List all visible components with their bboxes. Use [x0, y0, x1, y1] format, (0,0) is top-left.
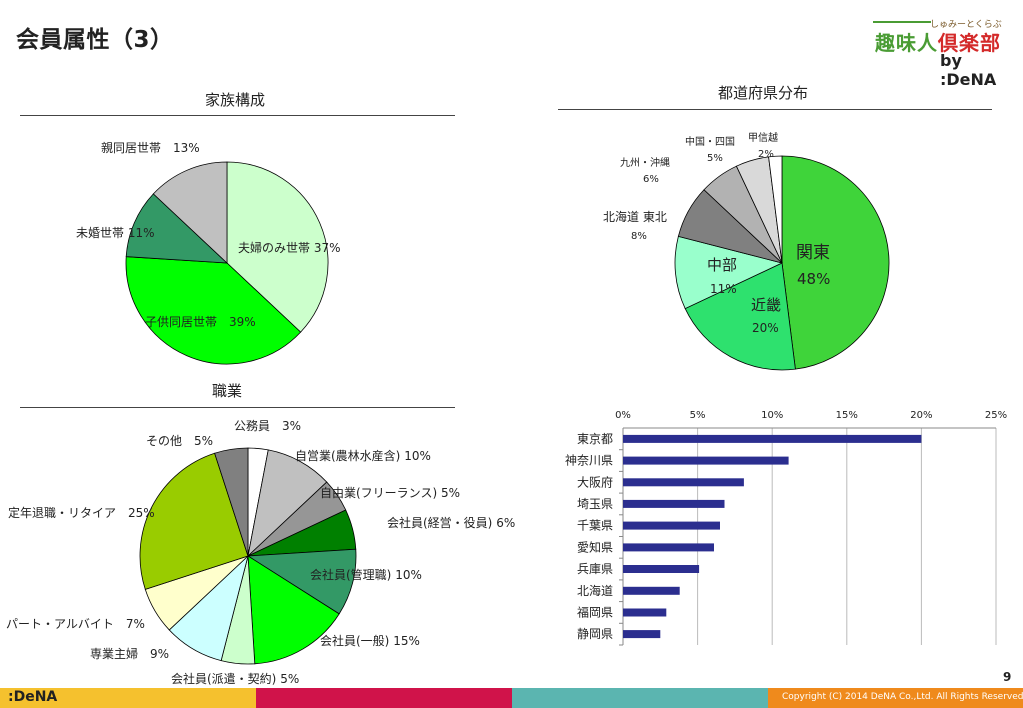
bar-xtick-label-2: 10% [761, 410, 783, 421]
occ-label-freelance: 自由業(フリーランス) 5% [320, 486, 460, 500]
bar-xtick-label-3: 15% [836, 410, 858, 421]
bar-7 [623, 586, 680, 595]
pref-label-hokkaido: 北海道 東北 [603, 210, 667, 224]
bar-9 [623, 630, 661, 639]
pref-label-kanto: 関東 [796, 243, 830, 263]
page-title: 会員属性（3） [16, 27, 174, 53]
pref-label-kinki: 近畿 [751, 296, 782, 314]
footer-band-teal [512, 688, 768, 708]
prefecture-pie-slice-1 [684, 262, 796, 371]
bar-category-label-5: 愛知県 [577, 540, 613, 554]
family-label-parent-cohab: 親同居世帯 13% [101, 141, 200, 155]
bar-category-label-6: 兵庫県 [577, 562, 613, 576]
bar-category-label-4: 千葉県 [577, 519, 613, 533]
family-chart-title: 家族構成 [205, 91, 266, 109]
bar-0 [623, 434, 922, 443]
bar-category-label-1: 神奈川県 [565, 454, 613, 468]
bar-xtick-label-1: 5% [690, 410, 706, 421]
occupation-pie-slice-9 [139, 452, 249, 590]
occ-label-part-time: パート・アルバイト 7% [6, 617, 145, 631]
bar-category-label-7: 北海道 [577, 583, 613, 598]
bar-xtick-label-0: 0% [615, 410, 631, 421]
bar-4 [623, 521, 720, 530]
bar-5 [623, 543, 714, 552]
bar-category-label-2: 大阪府 [577, 474, 613, 489]
page-number: 9 [1003, 670, 1012, 684]
family-label-with-children: 子供同居世帯 39% [145, 315, 256, 329]
bar-xtick-label-5: 25% [985, 410, 1007, 421]
pref-label-chubu: 中部 [707, 256, 738, 274]
family-title-rule [20, 115, 455, 116]
logo-by-dena: by :DeNA [940, 51, 997, 89]
occ-label-dispatch: 会社員(派遣・契約) 5% [171, 672, 300, 686]
logo-divider [873, 21, 931, 23]
pref-label-chugoku: 中国・四国 [685, 137, 735, 148]
prefecture-chart-title: 都道府県分布 [718, 84, 809, 102]
pref-label-koshinetsu: 甲信越 [748, 133, 778, 144]
prefecture-pie-slice-2 [674, 235, 784, 310]
family-pie-slice-3 [152, 161, 228, 264]
bar-1 [623, 456, 789, 465]
occ-label-civil-servant: 公務員 3% [234, 419, 302, 433]
bar-6 [623, 565, 700, 573]
footer-band-orange [768, 688, 1023, 708]
bar-8 [623, 608, 667, 617]
family-pie-slice-0 [226, 161, 329, 333]
pref-value-koshinetsu: 2% [758, 149, 774, 160]
bar-3 [623, 499, 725, 508]
footer-band-crimson [256, 688, 512, 708]
pref-value-hokkaido: 8% [631, 231, 647, 242]
occ-label-retired: 定年退職・リタイア 25% [8, 506, 155, 520]
pref-label-kyushu: 九州・沖縄 [620, 158, 670, 169]
bar-category-label-0: 東京都 [577, 432, 613, 446]
occ-label-housewife: 専業主婦 9% [90, 647, 170, 661]
occ-label-employee: 会社員(一般) 15% [320, 634, 420, 648]
logo-name-part2: 倶楽部 [938, 31, 1001, 55]
bar-category-label-3: 埼玉県 [577, 497, 613, 511]
pref-value-kinki: 20% [752, 321, 779, 335]
logo-tagline: しゅみーとくらぶ [930, 20, 1002, 30]
pref-value-chubu: 11% [710, 282, 737, 296]
family-label-unmarried: 未婚世帯 11% [76, 226, 155, 240]
footer-copyright: Copyright (C) 2014 DeNA Co.,Ltd. All Rig… [782, 692, 1023, 702]
occ-label-executive: 会社員(経営・役員) 6% [387, 516, 516, 530]
footer-dena-logo: :DeNA [8, 689, 58, 705]
occupation-chart-title: 職業 [212, 382, 243, 400]
occ-label-manager: 会社員(管理職) 10% [310, 568, 422, 582]
bar-category-label-9: 静岡県 [577, 627, 613, 641]
occ-label-other: その他 5% [146, 434, 214, 448]
occupation-pie-slice-10 [214, 447, 249, 557]
prefecture-title-rule [558, 109, 992, 110]
logo-name-part1: 趣味人 [875, 31, 938, 55]
prefecture-pie-slice-0 [781, 155, 890, 370]
pref-value-chugoku: 5% [707, 153, 723, 164]
family-pie-slice-1 [125, 256, 302, 365]
pref-value-kanto: 48% [797, 270, 831, 288]
bar-category-label-8: 福岡県 [577, 605, 613, 620]
prefecture-pie-slice-6 [768, 155, 783, 264]
logo-wordmark: 趣味人倶楽部 [875, 27, 1001, 56]
family-pie-slice-2 [125, 193, 229, 264]
pref-value-kyushu: 6% [643, 174, 659, 185]
footer-band-yellow [0, 688, 256, 708]
bar-2 [623, 478, 744, 487]
occ-label-self-employed: 自営業(農林水産含) 10% [295, 449, 431, 463]
family-label-couple-only: 夫婦のみ世帯 37% [238, 241, 341, 255]
bar-xtick-label-4: 20% [910, 410, 932, 421]
occupation-pie-slice-5 [247, 555, 340, 665]
occupation-title-rule [20, 407, 455, 408]
